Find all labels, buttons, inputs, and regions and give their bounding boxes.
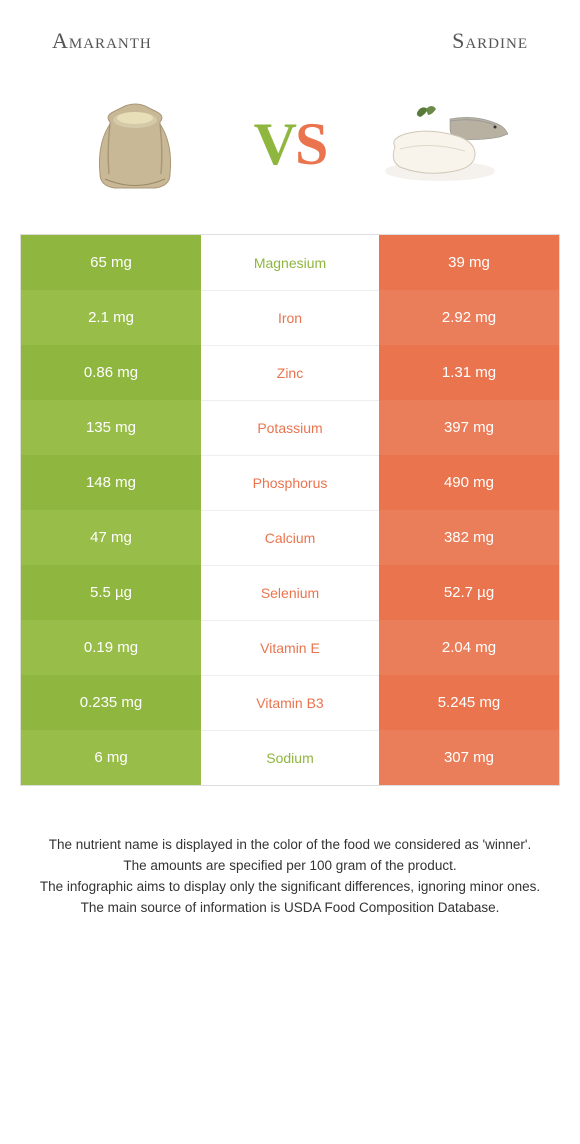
value-right: 397 mg	[379, 400, 559, 455]
nutrient-name: Potassium	[201, 400, 379, 455]
table-row: 47 mgCalcium382 mg	[21, 510, 559, 565]
value-right: 2.92 mg	[379, 290, 559, 345]
nutrient-name: Vitamin E	[201, 620, 379, 675]
comparison-table: 65 mgMagnesium39 mg2.1 mgIron2.92 mg0.86…	[20, 234, 560, 786]
value-right: 2.04 mg	[379, 620, 559, 675]
table-row: 0.235 mgVitamin B35.245 mg	[21, 675, 559, 730]
value-left: 2.1 mg	[21, 290, 201, 345]
nutrient-name: Zinc	[201, 345, 379, 400]
value-left: 5.5 µg	[21, 565, 201, 620]
value-left: 65 mg	[21, 235, 201, 290]
footnote-line: The infographic aims to display only the…	[30, 878, 550, 897]
value-left: 0.235 mg	[21, 675, 201, 730]
value-left: 6 mg	[21, 730, 201, 785]
table-row: 0.86 mgZinc1.31 mg	[21, 345, 559, 400]
table-row: 6 mgSodium307 mg	[21, 730, 559, 785]
value-right: 5.245 mg	[379, 675, 559, 730]
value-right: 1.31 mg	[379, 345, 559, 400]
value-right: 382 mg	[379, 510, 559, 565]
vs-label: VS	[254, 110, 327, 179]
table-row: 148 mgPhosphorus490 mg	[21, 455, 559, 510]
sack-icon	[85, 94, 185, 194]
value-right: 39 mg	[379, 235, 559, 290]
sardine-image	[375, 84, 515, 204]
value-left: 47 mg	[21, 510, 201, 565]
vs-v: V	[254, 110, 295, 179]
food-title-left: Amaranth	[52, 28, 152, 54]
table-row: 2.1 mgIron2.92 mg	[21, 290, 559, 345]
images-row: VS	[0, 64, 580, 234]
table-row: 0.19 mgVitamin E2.04 mg	[21, 620, 559, 675]
nutrient-name: Phosphorus	[201, 455, 379, 510]
nutrient-name: Iron	[201, 290, 379, 345]
table-row: 135 mgPotassium397 mg	[21, 400, 559, 455]
value-right: 490 mg	[379, 455, 559, 510]
amaranth-image	[65, 84, 205, 204]
footnotes: The nutrient name is displayed in the co…	[0, 786, 580, 918]
nutrient-name: Magnesium	[201, 235, 379, 290]
footnote-line: The main source of information is USDA F…	[30, 899, 550, 918]
value-left: 0.19 mg	[21, 620, 201, 675]
footnote-line: The nutrient name is displayed in the co…	[30, 836, 550, 855]
nutrient-name: Sodium	[201, 730, 379, 785]
food-title-right: Sardine	[452, 28, 528, 54]
value-right: 52.7 µg	[379, 565, 559, 620]
nutrient-name: Selenium	[201, 565, 379, 620]
value-right: 307 mg	[379, 730, 559, 785]
nutrient-name: Vitamin B3	[201, 675, 379, 730]
nutrient-name: Calcium	[201, 510, 379, 565]
fish-icon	[380, 99, 510, 189]
value-left: 0.86 mg	[21, 345, 201, 400]
footnote-line: The amounts are specified per 100 gram o…	[30, 857, 550, 876]
value-left: 135 mg	[21, 400, 201, 455]
header: Amaranth Sardine	[0, 0, 580, 64]
table-row: 65 mgMagnesium39 mg	[21, 235, 559, 290]
value-left: 148 mg	[21, 455, 201, 510]
table-row: 5.5 µgSelenium52.7 µg	[21, 565, 559, 620]
vs-s: S	[295, 110, 326, 179]
